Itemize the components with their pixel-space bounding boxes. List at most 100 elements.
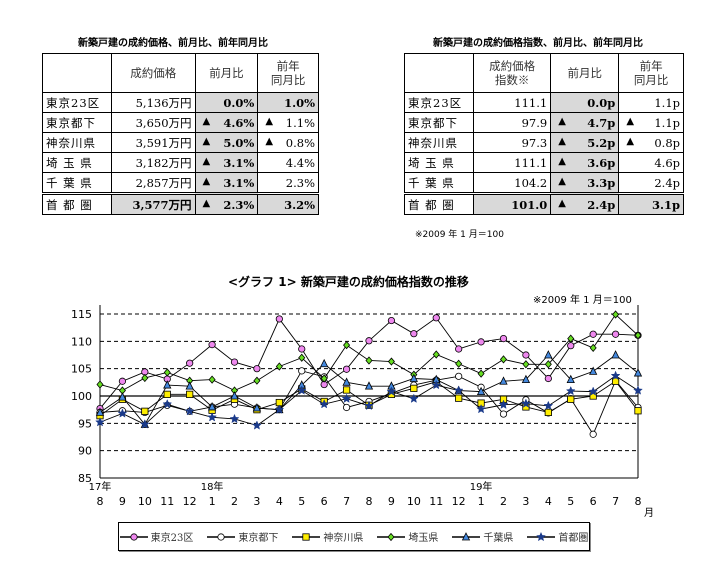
x-tick-label: 9	[388, 495, 395, 508]
series-4	[95, 350, 643, 428]
x-tick-label: 8	[97, 495, 104, 508]
data-point	[611, 330, 620, 338]
mom-cell: ▲ 2.3%	[194, 192, 259, 215]
area-cell: 埼 玉 県	[42, 152, 112, 173]
data-point	[633, 368, 643, 377]
y-tick-label: 90	[78, 445, 92, 458]
series-line	[99, 354, 639, 426]
data-point	[521, 398, 531, 408]
value-cell: 101.0	[472, 192, 552, 215]
table-row: 神奈川県 97.3 ▲ 5.2p ▲ 0.8p	[404, 132, 684, 153]
down-triangle-icon: ▲	[558, 135, 566, 147]
area-cell: 千 葉 県	[42, 172, 112, 194]
data-point	[589, 330, 597, 338]
data-point	[342, 386, 351, 394]
data-point	[499, 334, 508, 343]
data-point	[522, 360, 530, 369]
legend-marker	[462, 531, 471, 540]
area-cell: 東京都下	[404, 112, 474, 133]
y-tick-label: 95	[78, 417, 92, 430]
diamond-marker-icon	[377, 532, 406, 541]
mom-value: 3.6p	[587, 155, 616, 170]
data-point	[141, 373, 149, 383]
data-point	[544, 408, 552, 417]
legend-item: 東京23区	[119, 529, 194, 544]
data-point	[342, 403, 351, 412]
data-point	[96, 380, 104, 389]
data-point	[207, 402, 217, 411]
data-point	[365, 356, 373, 365]
data-point	[275, 362, 283, 371]
triangle-marker-icon	[452, 531, 481, 540]
data-point	[163, 380, 172, 389]
x-tick-label: 1	[209, 495, 216, 508]
x-tick-label: 1	[478, 495, 485, 508]
down-triangle-icon: ▲	[202, 175, 211, 187]
mom-cell: ▲ 2.4p	[550, 192, 620, 215]
data-point	[387, 357, 395, 366]
data-point	[230, 358, 239, 366]
data-point	[365, 337, 373, 345]
data-point	[589, 430, 597, 438]
value-cell: 3,650万円	[111, 112, 196, 133]
legend-label: 首都圏	[558, 533, 589, 544]
y-tick-label: 110	[71, 335, 92, 348]
data-point	[565, 385, 576, 396]
table-row: 東京都下 3,650万円 ▲ 4.6% ▲ 1.1%	[42, 112, 319, 133]
mom-cell: ▲ 3.1%	[194, 152, 259, 173]
data-point	[544, 350, 553, 359]
legend-marker	[217, 532, 225, 541]
yoy-value: 3.1p	[651, 197, 680, 212]
data-point	[431, 379, 442, 390]
x-tick-label: 2	[231, 495, 238, 508]
mom-value: 2.3%	[223, 197, 255, 212]
area-cell: 東京都下	[42, 112, 112, 133]
y-tick-label: 100	[71, 390, 92, 403]
data-point	[253, 365, 261, 373]
down-triangle-icon: ▲	[558, 175, 566, 187]
data-point	[589, 366, 598, 375]
data-point	[567, 342, 575, 350]
data-point	[453, 385, 464, 395]
mom-cell: ▲ 5.0%	[194, 132, 259, 153]
data-point	[320, 374, 328, 383]
yoy-cell: 3.1p	[618, 192, 684, 215]
area-cell: 首 都 圏	[404, 192, 474, 215]
mom-cell: 0.0p	[550, 92, 620, 113]
yoy-value: 4.6p	[654, 155, 680, 170]
data-point	[455, 394, 463, 402]
data-point	[229, 413, 240, 424]
yoy-value: 2.4p	[654, 175, 680, 190]
data-point	[341, 393, 352, 403]
data-point	[477, 338, 485, 346]
data-point	[95, 417, 105, 427]
legend-item: 東京都下	[207, 529, 278, 544]
data-point	[364, 381, 374, 390]
down-triangle-icon: ▲	[202, 197, 211, 209]
x-tick-label: 7	[612, 495, 619, 508]
legend-label: 神奈川県	[323, 533, 364, 544]
mom-value: 3.3p	[587, 175, 616, 190]
yoy-cell: 4.4%	[257, 152, 319, 173]
data-point	[522, 351, 530, 359]
table-row: 東京23区 111.1 0.0p 1.1p	[404, 92, 684, 113]
data-point	[208, 375, 216, 384]
x-tick-label: 10	[138, 495, 152, 508]
data-point	[186, 390, 194, 398]
column-header: 前年 同月比	[618, 53, 684, 93]
data-point	[274, 404, 285, 414]
chart-title: <グラフ 1> 新築戸建の成約価格指数の推移	[228, 273, 469, 290]
data-point	[612, 310, 620, 319]
data-point	[208, 341, 216, 349]
yoy-value: 3.2%	[284, 197, 315, 212]
mom-cell: ▲ 4.6%	[194, 112, 259, 133]
yoy-value: 1.1p	[654, 115, 680, 130]
legend-label: 千葉県	[483, 533, 514, 544]
data-point	[185, 381, 194, 390]
data-point	[588, 386, 599, 396]
chart-note: ※2009 年 1 月＝100	[533, 295, 632, 306]
legend-label: 東京23区	[150, 533, 194, 544]
data-point	[409, 373, 418, 382]
mom-value: 3.1%	[223, 175, 255, 190]
data-point	[117, 408, 128, 418]
